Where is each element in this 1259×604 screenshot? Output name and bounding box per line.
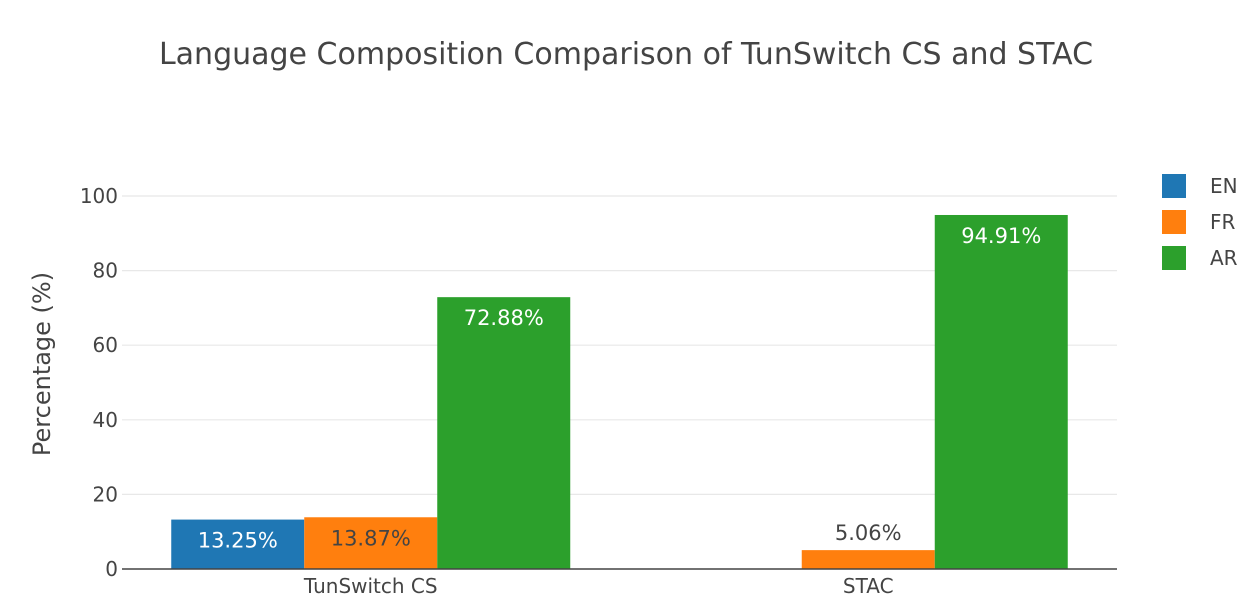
x-axis-ticks: TunSwitch CS STAC bbox=[303, 574, 894, 598]
y-axis-ticks: 0 20 40 60 80 100 bbox=[80, 184, 118, 581]
legend-swatch-ar bbox=[1162, 246, 1186, 270]
bar-fr-1 bbox=[801, 550, 935, 569]
data-label: 5.06% bbox=[835, 521, 902, 545]
legend-label-fr: FR bbox=[1210, 210, 1236, 234]
data-label: 94.91% bbox=[961, 224, 1041, 248]
legend-swatch-fr bbox=[1162, 210, 1186, 234]
legend-swatch-en bbox=[1162, 174, 1186, 198]
y-tick-label: 0 bbox=[105, 557, 118, 581]
legend-label-ar: AR bbox=[1210, 246, 1238, 270]
y-tick-label: 80 bbox=[93, 259, 118, 283]
x-tick-label: TunSwitch CS bbox=[303, 574, 438, 598]
y-axis-title: Percentage (%) bbox=[28, 272, 56, 456]
data-label: 13.25% bbox=[198, 529, 278, 553]
y-tick-label: 60 bbox=[93, 333, 118, 357]
data-label: 72.88% bbox=[464, 306, 544, 330]
x-tick-label: STAC bbox=[843, 574, 894, 598]
bars bbox=[171, 214, 1068, 569]
data-label: 13.87% bbox=[331, 526, 411, 550]
bar-labels: 13.25% 13.87% 72.88% 5.06% 94.91% bbox=[198, 224, 1042, 553]
chart-title: Language Composition Comparison of TunSw… bbox=[159, 37, 1093, 72]
y-tick-label: 40 bbox=[93, 408, 118, 432]
bar-ar-0 bbox=[437, 297, 571, 569]
bar-ar-1 bbox=[934, 214, 1068, 569]
y-tick-label: 20 bbox=[93, 482, 118, 506]
legend-label-en: EN bbox=[1210, 174, 1238, 198]
bar-en-0 bbox=[171, 519, 305, 569]
legend: EN FR AR bbox=[1162, 174, 1238, 270]
bar-fr-0 bbox=[304, 517, 438, 569]
y-tick-label: 100 bbox=[80, 184, 118, 208]
